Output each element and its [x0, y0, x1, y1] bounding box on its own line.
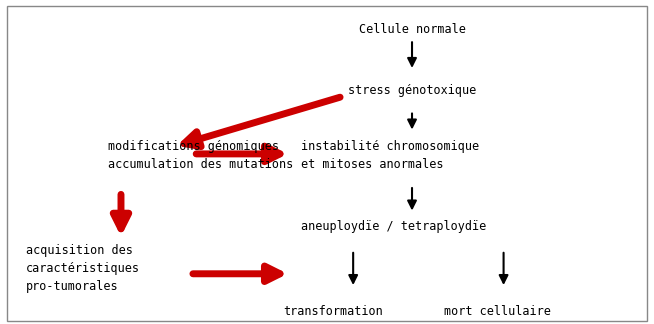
Text: Cellule normale: Cellule normale: [358, 23, 466, 36]
Text: instabilité chromosomique
et mitoses anormales: instabilité chromosomique et mitoses ano…: [301, 140, 479, 171]
Text: acquisition des
caractéristiques
pro-tumorales: acquisition des caractéristiques pro-tum…: [26, 244, 140, 294]
Text: stress génotoxique: stress génotoxique: [348, 84, 476, 97]
Text: modifications génomiques
accumulation des mutations: modifications génomiques accumulation de…: [108, 140, 293, 171]
Text: transformation: transformation: [284, 305, 383, 318]
Text: mort cellulaire: mort cellulaire: [443, 305, 551, 318]
Text: aneuploydïe / tetraploydïe: aneuploydïe / tetraploydïe: [301, 220, 486, 233]
